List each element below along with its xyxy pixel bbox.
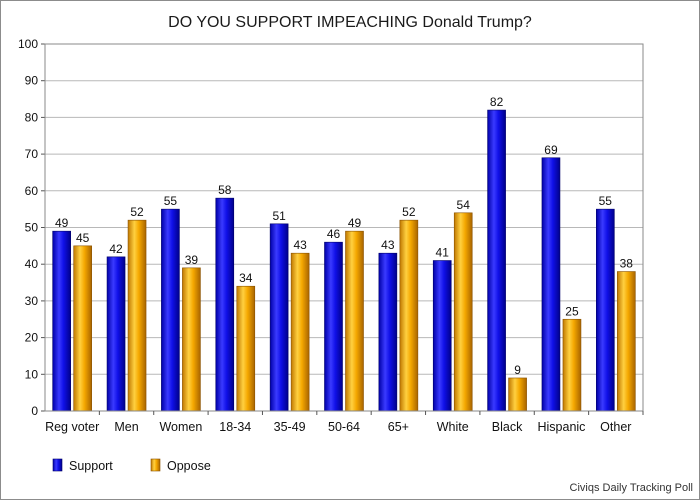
bar-oppose (127, 219, 147, 412)
data-label: 55 (164, 194, 178, 208)
data-label: 43 (293, 238, 307, 252)
x-tick-label: Other (600, 420, 631, 434)
y-tick-label: 100 (18, 37, 38, 51)
data-label: 43 (381, 238, 395, 252)
data-label: 55 (599, 194, 613, 208)
bar-oppose (236, 285, 256, 412)
y-tick-label: 0 (31, 404, 38, 418)
bar-support (541, 157, 561, 412)
x-tick-label: Reg voter (45, 420, 99, 434)
y-tick-label: 40 (25, 257, 39, 271)
data-label: 46 (327, 227, 341, 241)
y-tick-label: 90 (25, 74, 39, 88)
x-tick-label: 35-49 (274, 420, 306, 434)
bar-support (324, 241, 343, 412)
data-label: 42 (109, 242, 123, 256)
y-tick-label: 10 (25, 367, 39, 381)
x-tick-label: Hispanic (537, 420, 585, 434)
y-tick-label: 80 (25, 110, 39, 124)
x-tick-label: Black (492, 420, 523, 434)
bar-oppose (508, 377, 527, 412)
bar-oppose (73, 245, 92, 412)
data-label: 49 (55, 216, 69, 230)
legend-swatch-oppose (150, 458, 161, 472)
bar-support (432, 260, 452, 412)
data-label: 51 (272, 209, 286, 223)
bar-support (269, 223, 289, 412)
source-note: Civiqs Daily Tracking Poll (570, 482, 693, 494)
bar-support (487, 109, 506, 412)
data-label: 41 (436, 246, 450, 260)
y-tick-label: 20 (25, 331, 39, 345)
plot-area (44, 43, 644, 412)
x-tick-label: 50-64 (328, 420, 360, 434)
data-label: 82 (490, 95, 504, 109)
data-label: 69 (544, 143, 558, 157)
x-tick-label: Women (159, 420, 202, 434)
bar-support (52, 230, 71, 412)
y-tick-label: 30 (25, 294, 39, 308)
legend-label-support: Support (69, 459, 113, 473)
bar-oppose (182, 267, 201, 412)
x-tick-label: 18-34 (219, 420, 251, 434)
data-label: 34 (239, 271, 253, 285)
data-label: 52 (130, 205, 144, 219)
y-tick-label: 50 (25, 221, 39, 235)
data-label: 39 (185, 253, 199, 267)
x-tick-label: 65+ (388, 420, 409, 434)
bar-support (596, 208, 615, 412)
data-label: 38 (620, 257, 634, 271)
bar-support (161, 208, 180, 412)
y-tick-label: 70 (25, 147, 39, 161)
bar-oppose (617, 271, 636, 412)
chart-title: DO YOU SUPPORT IMPEACHING Donald Trump? (168, 14, 532, 31)
legend: Support Oppose (52, 458, 211, 473)
x-tick-label: White (437, 420, 469, 434)
bar-oppose (345, 230, 364, 412)
legend-label-oppose: Oppose (167, 459, 211, 473)
bar-support (106, 256, 126, 412)
data-label: 25 (565, 304, 579, 318)
y-tick-label: 60 (25, 184, 39, 198)
x-tick-label: Men (114, 420, 138, 434)
data-label: 52 (402, 205, 416, 219)
bar-oppose (290, 252, 310, 412)
bar-support (215, 197, 235, 412)
bar-oppose (562, 318, 582, 412)
legend-swatch-support (52, 458, 63, 472)
data-label: 9 (514, 363, 521, 377)
data-label: 49 (348, 216, 362, 230)
bar-oppose (453, 212, 473, 412)
bar-support (378, 252, 398, 412)
data-label: 58 (218, 183, 232, 197)
bar-oppose (399, 219, 419, 412)
data-label: 54 (457, 198, 471, 212)
data-label: 45 (76, 231, 90, 245)
